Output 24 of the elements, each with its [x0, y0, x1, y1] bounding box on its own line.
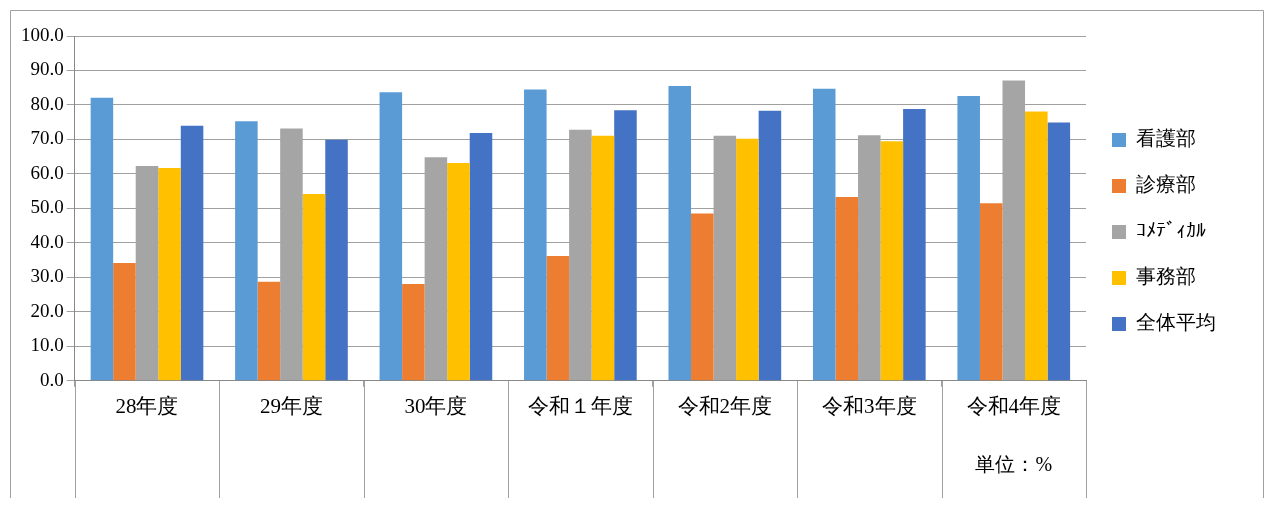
y-tick-label: 0.0	[40, 368, 64, 390]
y-tick-label: 80.0	[30, 92, 64, 114]
x-tick-label: 29年度	[259, 393, 323, 418]
x-tick-label: 28年度	[115, 393, 179, 418]
y-tick-label: 30.0	[30, 265, 64, 287]
y-tick-label: 90.0	[30, 58, 64, 80]
y-tick-label: 60.0	[30, 161, 64, 183]
y-tick-label: 40.0	[30, 230, 64, 252]
y-tick-label: 10.0	[30, 334, 64, 356]
y-tick-label: 70.0	[30, 127, 64, 149]
x-tick-label: 令和3年度	[822, 393, 917, 418]
y-tick-label: 50.0	[30, 196, 64, 218]
x-tick-label: 30年度	[404, 393, 468, 418]
y-tick-label: 100.0	[21, 23, 64, 45]
legend-label: ｺﾒﾃﾞｨｶﾙ	[1136, 219, 1206, 242]
legend-label: 看護部	[1136, 127, 1196, 150]
y-tick-label: 20.0	[30, 299, 64, 321]
x-tick-label: 令和１年度	[527, 393, 633, 418]
legend-label: 診療部	[1136, 173, 1196, 196]
legend-label: 事務部	[1136, 265, 1196, 288]
x-tick-label: 令和4年度	[966, 393, 1062, 418]
x-tick-label: 令和2年度	[677, 393, 773, 418]
text: 単位：%	[975, 453, 1053, 476]
legend-label: 全体平均	[1136, 311, 1216, 334]
